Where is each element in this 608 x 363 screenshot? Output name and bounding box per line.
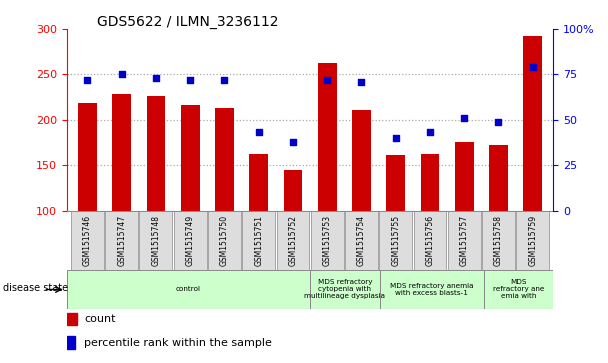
Point xyxy=(494,119,503,125)
FancyBboxPatch shape xyxy=(71,211,104,270)
FancyBboxPatch shape xyxy=(345,211,378,270)
Bar xyxy=(523,36,542,211)
Bar xyxy=(352,110,371,211)
Text: GSM1515750: GSM1515750 xyxy=(220,215,229,266)
Text: GSM1515753: GSM1515753 xyxy=(323,215,332,266)
Text: GSM1515746: GSM1515746 xyxy=(83,215,92,266)
Text: MDS refractory anemia
with excess blasts-1: MDS refractory anemia with excess blasts… xyxy=(390,283,474,296)
Bar xyxy=(67,337,75,348)
Bar xyxy=(181,105,199,211)
Point xyxy=(117,72,126,77)
Point xyxy=(151,75,161,81)
Bar xyxy=(215,108,234,211)
Text: GSM1515754: GSM1515754 xyxy=(357,215,366,266)
Bar xyxy=(455,142,474,211)
FancyBboxPatch shape xyxy=(105,211,138,270)
Bar xyxy=(78,102,97,211)
FancyBboxPatch shape xyxy=(379,270,484,309)
Bar xyxy=(386,155,405,211)
FancyBboxPatch shape xyxy=(379,211,412,270)
FancyBboxPatch shape xyxy=(174,211,207,270)
FancyBboxPatch shape xyxy=(310,270,379,309)
FancyBboxPatch shape xyxy=(311,211,344,270)
FancyBboxPatch shape xyxy=(208,211,241,270)
FancyBboxPatch shape xyxy=(139,211,173,270)
Point xyxy=(185,77,195,83)
Bar xyxy=(112,94,131,211)
Text: control: control xyxy=(176,286,201,293)
Text: GDS5622 / ILMN_3236112: GDS5622 / ILMN_3236112 xyxy=(97,15,279,29)
FancyBboxPatch shape xyxy=(277,211,309,270)
Point xyxy=(254,130,263,135)
Text: GSM1515749: GSM1515749 xyxy=(185,215,195,266)
Point xyxy=(391,135,401,141)
Point xyxy=(322,77,332,83)
Bar xyxy=(318,62,337,211)
Point xyxy=(425,130,435,135)
Point xyxy=(528,64,537,70)
FancyBboxPatch shape xyxy=(67,270,310,309)
FancyBboxPatch shape xyxy=(447,211,481,270)
Text: GSM1515756: GSM1515756 xyxy=(426,215,435,266)
Bar xyxy=(249,154,268,211)
Text: GSM1515747: GSM1515747 xyxy=(117,215,126,266)
Bar xyxy=(67,313,77,325)
Text: GSM1515748: GSM1515748 xyxy=(151,215,161,266)
Bar xyxy=(147,96,165,211)
Text: GSM1515757: GSM1515757 xyxy=(460,215,469,266)
FancyBboxPatch shape xyxy=(516,211,549,270)
Point xyxy=(357,79,367,85)
Text: MDS
refractory ane
emia with: MDS refractory ane emia with xyxy=(493,280,544,299)
Bar xyxy=(489,145,508,211)
FancyBboxPatch shape xyxy=(242,211,275,270)
Point xyxy=(219,77,229,83)
FancyBboxPatch shape xyxy=(484,270,553,309)
Point xyxy=(460,115,469,121)
Text: percentile rank within the sample: percentile rank within the sample xyxy=(84,338,272,347)
Bar xyxy=(283,170,302,211)
Text: GSM1515759: GSM1515759 xyxy=(528,215,537,266)
Point xyxy=(288,139,298,144)
Bar xyxy=(421,154,440,211)
Text: count: count xyxy=(84,314,116,324)
Text: GSM1515751: GSM1515751 xyxy=(254,215,263,266)
Text: MDS refractory
cytopenia with
multilineage dysplasia: MDS refractory cytopenia with multilinea… xyxy=(305,280,385,299)
FancyBboxPatch shape xyxy=(413,211,446,270)
Text: GSM1515752: GSM1515752 xyxy=(288,215,297,266)
Text: GSM1515755: GSM1515755 xyxy=(391,215,400,266)
FancyBboxPatch shape xyxy=(482,211,515,270)
Text: GSM1515758: GSM1515758 xyxy=(494,215,503,266)
Point xyxy=(83,77,92,83)
Text: disease state: disease state xyxy=(3,282,68,293)
